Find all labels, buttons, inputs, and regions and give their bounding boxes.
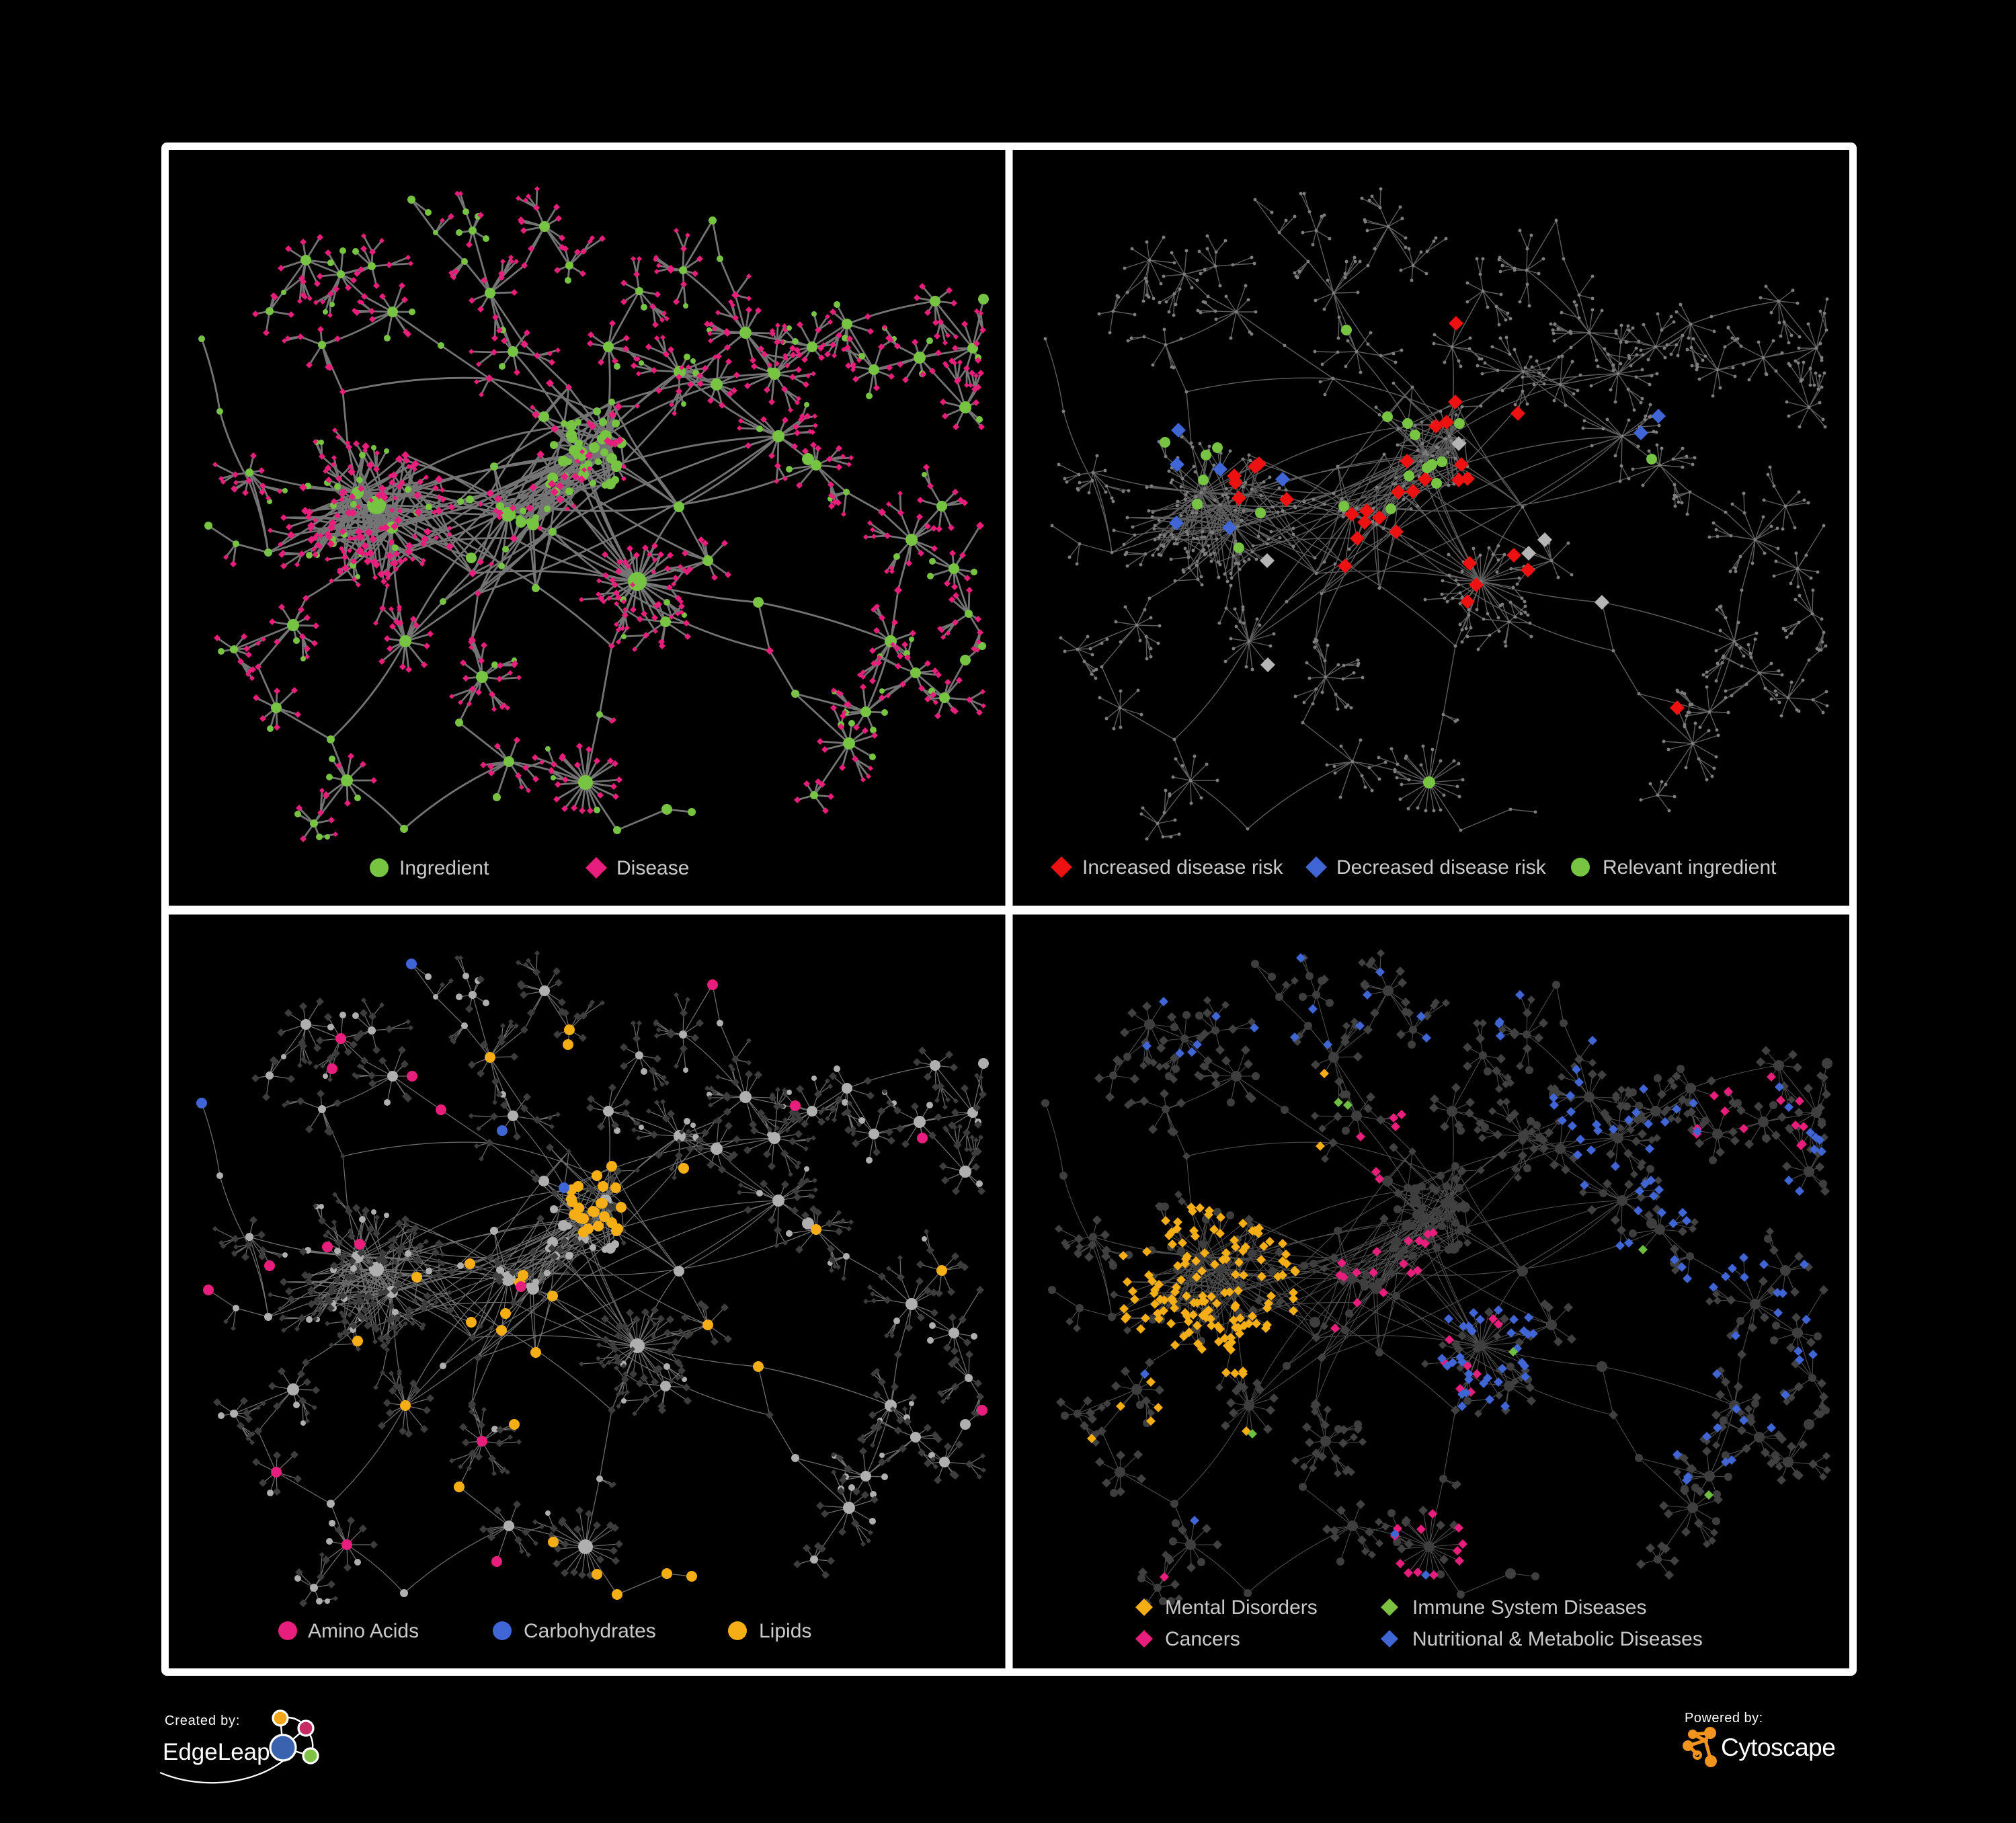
svg-text:Powered by:: Powered by: bbox=[1685, 1711, 1763, 1726]
svg-text:Immune System Diseases: Immune System Diseases bbox=[1412, 1596, 1646, 1619]
svg-text:Decreased disease risk: Decreased disease risk bbox=[1336, 856, 1547, 879]
svg-text:Created by:: Created by: bbox=[165, 1713, 240, 1728]
svg-text:Nutritional & Metabolic Diseas: Nutritional & Metabolic Diseases bbox=[1412, 1628, 1703, 1650]
svg-text:Mental Disorders: Mental Disorders bbox=[1165, 1596, 1318, 1619]
svg-text:Carbohydrates: Carbohydrates bbox=[524, 1620, 656, 1642]
svg-text:Ingredient: Ingredient bbox=[399, 857, 489, 879]
svg-text:Cancers: Cancers bbox=[1165, 1628, 1240, 1650]
svg-text:Increased disease risk: Increased disease risk bbox=[1082, 856, 1283, 879]
svg-text:Disease: Disease bbox=[616, 857, 689, 879]
svg-text:Relevant ingredient: Relevant ingredient bbox=[1603, 856, 1777, 879]
svg-text:EdgeLeap: EdgeLeap bbox=[163, 1739, 270, 1765]
svg-text:Cytoscape: Cytoscape bbox=[1721, 1734, 1835, 1761]
svg-text:Lipids: Lipids bbox=[759, 1620, 811, 1642]
svg-text:Amino Acids: Amino Acids bbox=[308, 1620, 419, 1642]
